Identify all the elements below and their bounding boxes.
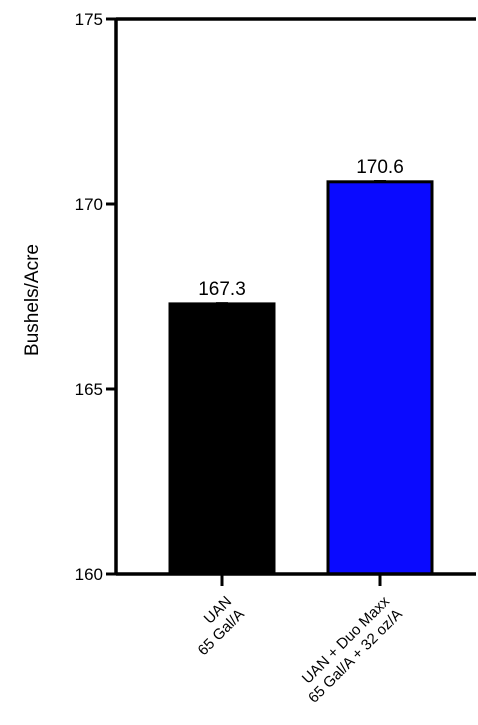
y-axis-title: Bushels/Acre bbox=[22, 244, 43, 356]
y-tick-label-170: 170 bbox=[75, 195, 103, 214]
y-tick-label-160: 160 bbox=[75, 565, 103, 584]
y-tick-label-165: 165 bbox=[75, 380, 103, 399]
data-label-1: 167.3 bbox=[198, 279, 246, 300]
bar-2 bbox=[326, 180, 434, 576]
bar-1 bbox=[168, 302, 276, 576]
y-tick-label-175: 175 bbox=[75, 10, 103, 29]
axes-group bbox=[106, 17, 476, 586]
bars-group bbox=[168, 180, 434, 576]
data-label-2: 170.6 bbox=[356, 157, 404, 178]
